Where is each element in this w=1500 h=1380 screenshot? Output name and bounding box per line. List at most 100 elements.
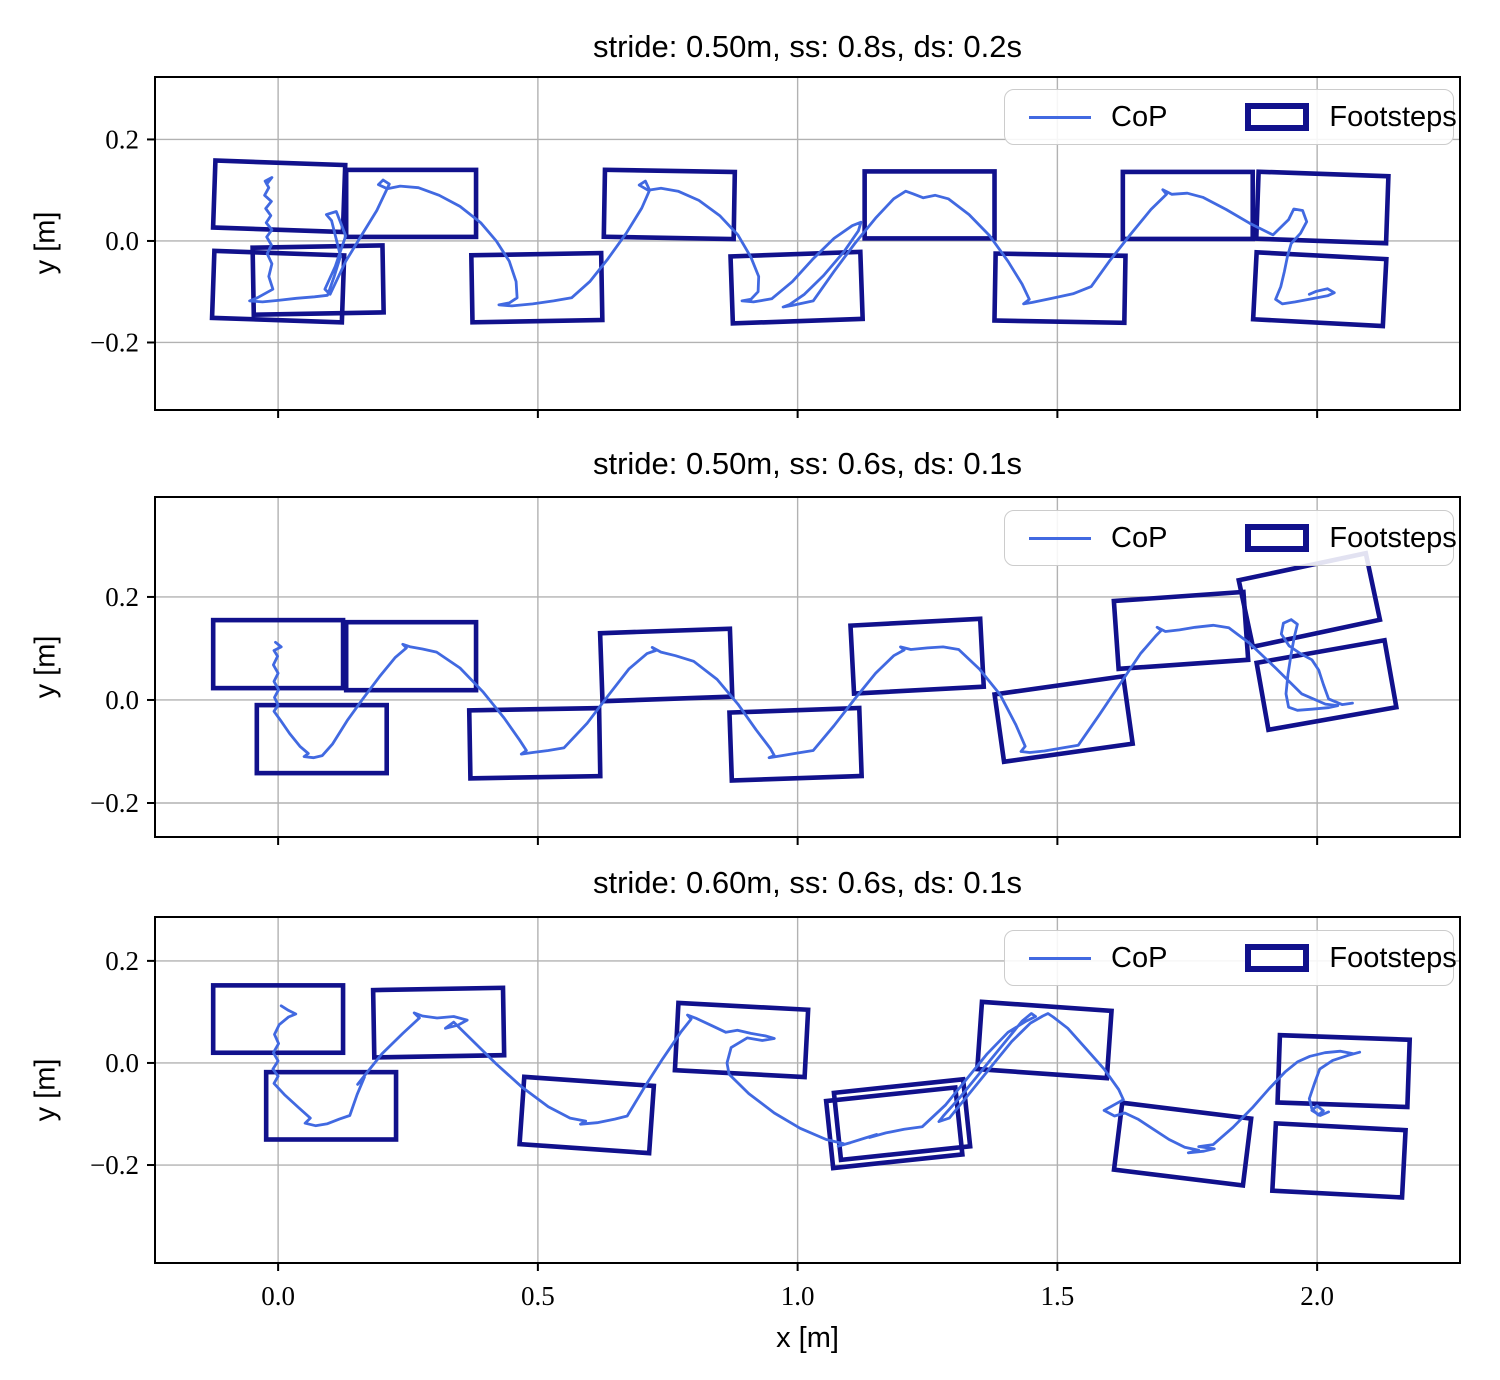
x-tick-label: 2.0 xyxy=(1300,1281,1334,1311)
footstep-rect xyxy=(848,616,987,696)
legend-cop-label: CoP xyxy=(1111,941,1168,974)
footstep-outline xyxy=(517,1074,657,1156)
footstep-rect xyxy=(517,1074,657,1156)
subplot2-legend: CoP Footsteps xyxy=(1004,510,1457,566)
footstep-rect xyxy=(263,1069,399,1142)
y-tick-label: 0.2 xyxy=(105,582,139,612)
footstep-rect xyxy=(210,158,348,235)
legend-cop-line-sample xyxy=(1029,536,1091,540)
footstep-rect xyxy=(1269,1120,1408,1200)
footstep-outline xyxy=(1253,169,1391,246)
legend-footsteps-label: Footsteps xyxy=(1329,100,1457,133)
axes-spines xyxy=(154,496,1461,838)
footstep-rect xyxy=(466,705,603,781)
y-tick-label: 0.2 xyxy=(105,946,139,976)
footstep-outline xyxy=(263,1069,399,1142)
footstep-rect xyxy=(597,626,735,704)
footstep-outline xyxy=(343,167,479,240)
footstep-outline xyxy=(1111,1100,1254,1189)
footstep-rect xyxy=(1111,1100,1254,1189)
footstep-outline xyxy=(1236,550,1383,650)
y-tick-label: 0.0 xyxy=(105,226,139,256)
footstep-rect xyxy=(1236,550,1383,650)
x-tick-label: 0.0 xyxy=(261,1281,295,1311)
footstep-rect xyxy=(343,619,479,693)
footstep-rect xyxy=(468,250,605,325)
footstep-outline xyxy=(254,702,389,776)
footstep-outline xyxy=(601,167,738,242)
footstep-outline xyxy=(250,243,386,318)
footstep-rect xyxy=(1120,169,1256,242)
footstep-outline xyxy=(862,169,997,241)
footstep-outline xyxy=(991,673,1136,765)
subplot3-ylabel: y [m] xyxy=(29,1058,62,1122)
legend-cop-line-sample xyxy=(1029,956,1091,960)
footstep-outline xyxy=(1275,1032,1413,1110)
cop-trajectory xyxy=(248,176,1336,309)
y-tick-label: 0.0 xyxy=(105,1048,139,1078)
footstep-outline xyxy=(1250,249,1389,329)
footstep-outline xyxy=(823,1084,965,1171)
y-tick-label: −0.2 xyxy=(90,788,139,818)
footstep-rect xyxy=(831,1076,973,1163)
footstep-rect xyxy=(727,705,865,783)
footstep-outline xyxy=(210,983,346,1056)
legend-footsteps-label: Footsteps xyxy=(1329,521,1457,554)
footstep-outline xyxy=(974,999,1114,1081)
subplot-2: 0.2 0.0 −0.2 xyxy=(90,496,1461,845)
footstep-rect xyxy=(862,169,997,241)
footstep-outline xyxy=(210,158,348,235)
legend-footsteps-rect-sample xyxy=(1245,944,1310,972)
footstep-rect xyxy=(343,167,479,240)
footstep-outline xyxy=(848,616,987,696)
footstep-outline xyxy=(468,250,605,325)
footstep-outline xyxy=(597,626,735,704)
footstep-rect xyxy=(370,985,507,1060)
footstep-rect xyxy=(209,248,347,325)
footstep-outline xyxy=(728,249,866,326)
legend-footsteps-rect-sample xyxy=(1245,103,1310,131)
subplot1-ylabel: y [m] xyxy=(29,211,62,275)
legend-footsteps-rect-sample xyxy=(1245,524,1310,552)
footstep-outline xyxy=(466,705,603,781)
legend-cop-label: CoP xyxy=(1111,521,1168,554)
cop-trajectory xyxy=(271,1004,1362,1155)
subplot3-title: stride: 0.60m, ss: 0.6s, ds: 0.1s xyxy=(592,865,1023,900)
axes-spines xyxy=(154,76,1461,411)
footstep-outline xyxy=(1269,1120,1408,1200)
footstep-rect xyxy=(1253,169,1391,246)
footstep-rect xyxy=(210,983,346,1056)
subplot1-title: stride: 0.50m, ss: 0.8s, ds: 0.2s xyxy=(592,29,1023,64)
subplot2-ylabel: y [m] xyxy=(29,635,62,699)
axes-spines xyxy=(154,916,1461,1264)
footstep-rect xyxy=(1111,589,1251,672)
x-tick-label: 1.0 xyxy=(781,1281,815,1311)
legend-cop-line-sample xyxy=(1029,115,1091,119)
footstep-rect xyxy=(1253,637,1400,733)
y-tick-label: −0.2 xyxy=(90,1150,139,1180)
footstep-rect xyxy=(1250,249,1389,329)
subplot-1: 0.2 0.0 −0.2 xyxy=(90,76,1461,418)
footstep-outline xyxy=(343,619,479,693)
y-tick-label: −0.2 xyxy=(90,327,139,357)
footstep-rect xyxy=(992,251,1128,326)
footstep-outline xyxy=(1253,637,1400,733)
footstep-rect xyxy=(728,249,866,326)
subplot-3: 0.2 0.0 −0.2 0.0 0.5 1.0 1.5 2.0 xyxy=(90,916,1461,1311)
subplot1-legend: CoP Footsteps xyxy=(1004,89,1457,145)
footstep-rect xyxy=(991,673,1136,765)
footstep-rect xyxy=(823,1084,965,1171)
footstep-rect xyxy=(601,167,738,242)
footstep-outline xyxy=(209,248,347,325)
footstep-outline xyxy=(831,1076,973,1163)
x-tick-label: 1.5 xyxy=(1041,1281,1075,1311)
footstep-outline xyxy=(1120,169,1256,242)
footstep-rect xyxy=(974,999,1114,1081)
footstep-outline xyxy=(370,985,507,1060)
x-tick-label: 0.5 xyxy=(521,1281,555,1311)
y-tick-label: 0.2 xyxy=(105,124,139,154)
legend-cop-label: CoP xyxy=(1111,100,1168,133)
footstep-rect xyxy=(1275,1032,1413,1110)
